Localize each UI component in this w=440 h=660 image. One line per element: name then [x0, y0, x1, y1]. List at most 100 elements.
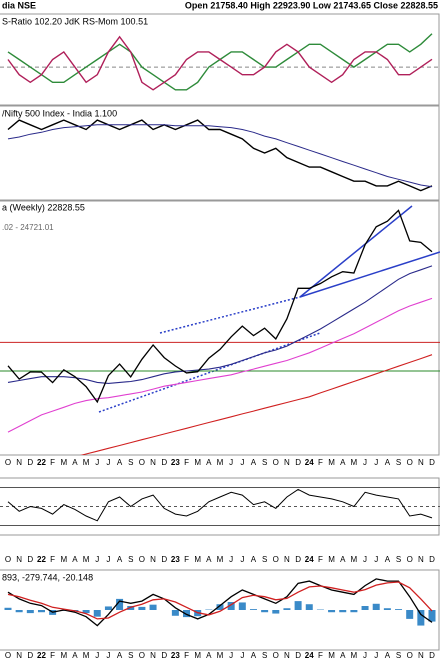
histogram-bar [149, 604, 157, 610]
x-tick-label: A [385, 458, 391, 467]
x-tick-label: J [240, 651, 244, 660]
plot [0, 209, 440, 455]
price-title: a (Weekly) 22828.55 [2, 202, 85, 212]
x-tick-label: S [262, 555, 267, 564]
histogram-bar [283, 608, 291, 610]
x-tick-label: F [318, 555, 323, 564]
x-tick-label: S [396, 458, 401, 467]
plot [7, 119, 433, 192]
x-tick-label: A [340, 651, 346, 660]
x-tick-label: 24 [305, 651, 314, 660]
series-line [80, 354, 433, 455]
x-tick-label: J [95, 458, 99, 467]
series-line [7, 124, 433, 188]
histogram-bar [238, 602, 246, 610]
x-tick-label: S [262, 651, 267, 660]
x-tick-label: M [194, 458, 201, 467]
histogram-bar [37, 610, 45, 613]
x-tick-label: M [194, 555, 201, 564]
trendline [159, 296, 301, 334]
x-tick-label: A [72, 651, 78, 660]
plot [0, 487, 440, 526]
histogram-bar [328, 610, 336, 613]
x-tick-label: A [251, 651, 257, 660]
x-tick-label: O [5, 555, 11, 564]
x-tick-label: N [150, 458, 156, 467]
x-tick-label: S [128, 458, 133, 467]
histogram-bar [249, 609, 257, 610]
histogram-bar [294, 601, 302, 610]
frame [0, 105, 440, 201]
histogram-bar [428, 610, 436, 622]
x-tick-label: M [328, 458, 335, 467]
histogram-bar [138, 606, 146, 610]
x-tick-label: O [5, 458, 11, 467]
x-tick-label: D [161, 555, 167, 564]
x-tick-label: N [284, 555, 290, 564]
x-tick-label: J [240, 555, 244, 564]
trendline [98, 332, 321, 413]
x-tick-label: A [117, 651, 123, 660]
x-tick-label: A [117, 555, 123, 564]
x-tick-label: N [16, 651, 22, 660]
x-tick-label: M [217, 651, 224, 660]
macd-title: 893, -279.744, -20.148 [2, 572, 93, 582]
x-tick-label: D [429, 458, 435, 467]
x-tick-label: M [217, 458, 224, 467]
series-line [7, 209, 433, 404]
x-tick-label: J [363, 458, 367, 467]
histogram-bar [183, 610, 191, 618]
x-tick-label: F [184, 651, 189, 660]
series-line [7, 578, 433, 627]
x-tick-label: J [240, 458, 244, 467]
ratio-title: /Nifty 500 Index - India 1.100 [2, 108, 117, 118]
rrg-title: S-Ratio 102.20 JdK RS-Mom 100.51 [2, 16, 148, 26]
x-tick-label: J [95, 555, 99, 564]
x-tick-label: M [351, 555, 358, 564]
x-tick-label: A [251, 555, 257, 564]
histogram-bar [127, 606, 135, 610]
histogram-bar [171, 610, 179, 616]
x-tick-label: M [217, 555, 224, 564]
x-tick-label: D [27, 458, 33, 467]
x-tick-label: S [262, 458, 267, 467]
histogram-bar [116, 598, 124, 610]
series-line [7, 35, 433, 91]
series-line [7, 581, 433, 620]
x-tick-label: A [72, 458, 78, 467]
x-tick-label: O [139, 651, 145, 660]
histogram-bar [216, 604, 224, 610]
histogram-bar [305, 604, 313, 610]
histogram-bar [350, 610, 358, 613]
x-tick-label: D [161, 458, 167, 467]
x-tick-label: J [106, 458, 110, 467]
x-tick-label: N [418, 458, 424, 467]
x-tick-label: S [396, 651, 401, 660]
plot [4, 578, 436, 627]
x-tick-label: F [318, 458, 323, 467]
x-tick-label: J [95, 651, 99, 660]
histogram-bar [93, 610, 101, 617]
x-tick-label: O [5, 651, 11, 660]
histogram-bar [82, 610, 90, 614]
frame [0, 200, 440, 456]
x-tick-label: N [418, 651, 424, 660]
series-line [7, 265, 433, 384]
series-line [7, 488, 433, 522]
x-tick-label: F [318, 651, 323, 660]
x-tick-label: J [374, 651, 378, 660]
x-tick-label: A [251, 458, 257, 467]
x-tick-label: S [128, 651, 133, 660]
x-tick-label: J [374, 458, 378, 467]
histogram-bar [339, 610, 347, 613]
x-tick-label: O [407, 458, 413, 467]
x-tick-label: D [429, 651, 435, 660]
plot [0, 33, 440, 91]
histogram-bar [4, 607, 12, 610]
histogram-bar [272, 610, 280, 614]
x-tick-label: S [128, 555, 133, 564]
x-tick-label: A [206, 555, 212, 564]
x-tick-label: O [139, 555, 145, 564]
x-tick-label: A [340, 555, 346, 564]
